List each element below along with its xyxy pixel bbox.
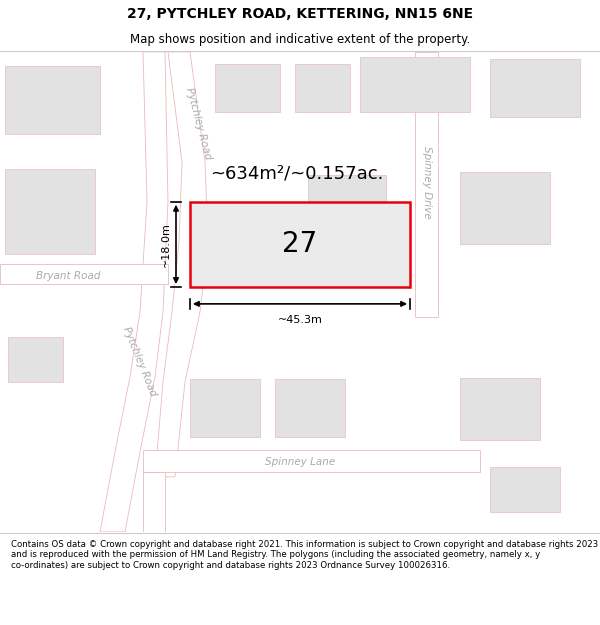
- Text: ~45.3m: ~45.3m: [278, 315, 322, 325]
- Text: Map shows position and indicative extent of the property.: Map shows position and indicative extent…: [130, 34, 470, 46]
- Text: Spinney Lane: Spinney Lane: [265, 457, 335, 467]
- Polygon shape: [155, 52, 208, 477]
- Bar: [5, 66, 100, 134]
- Text: ~18.0m: ~18.0m: [161, 222, 171, 267]
- Bar: [8, 337, 63, 382]
- Text: Pytchley Road: Pytchley Road: [184, 87, 212, 161]
- Polygon shape: [143, 450, 480, 472]
- Bar: [190, 202, 410, 287]
- Polygon shape: [415, 52, 438, 317]
- Text: ~634m²/~0.157ac.: ~634m²/~0.157ac.: [210, 165, 383, 183]
- Text: Spinney Drive: Spinney Drive: [422, 146, 432, 218]
- Bar: [5, 169, 95, 254]
- Bar: [490, 467, 560, 512]
- Bar: [215, 64, 280, 112]
- Polygon shape: [143, 472, 165, 532]
- Bar: [275, 379, 345, 437]
- Polygon shape: [100, 52, 168, 532]
- Bar: [295, 64, 350, 112]
- Text: 27, PYTCHLEY ROAD, KETTERING, NN15 6NE: 27, PYTCHLEY ROAD, KETTERING, NN15 6NE: [127, 8, 473, 21]
- Bar: [360, 57, 470, 112]
- Text: Pytchley Road: Pytchley Road: [121, 326, 158, 398]
- Bar: [190, 379, 260, 437]
- Polygon shape: [0, 264, 168, 284]
- Bar: [308, 175, 386, 237]
- Bar: [460, 378, 540, 440]
- Bar: [460, 172, 550, 244]
- Bar: [490, 59, 580, 117]
- Text: Contains OS data © Crown copyright and database right 2021. This information is : Contains OS data © Crown copyright and d…: [11, 540, 598, 570]
- Text: 27: 27: [283, 231, 317, 258]
- Text: Bryant Road: Bryant Road: [36, 271, 100, 281]
